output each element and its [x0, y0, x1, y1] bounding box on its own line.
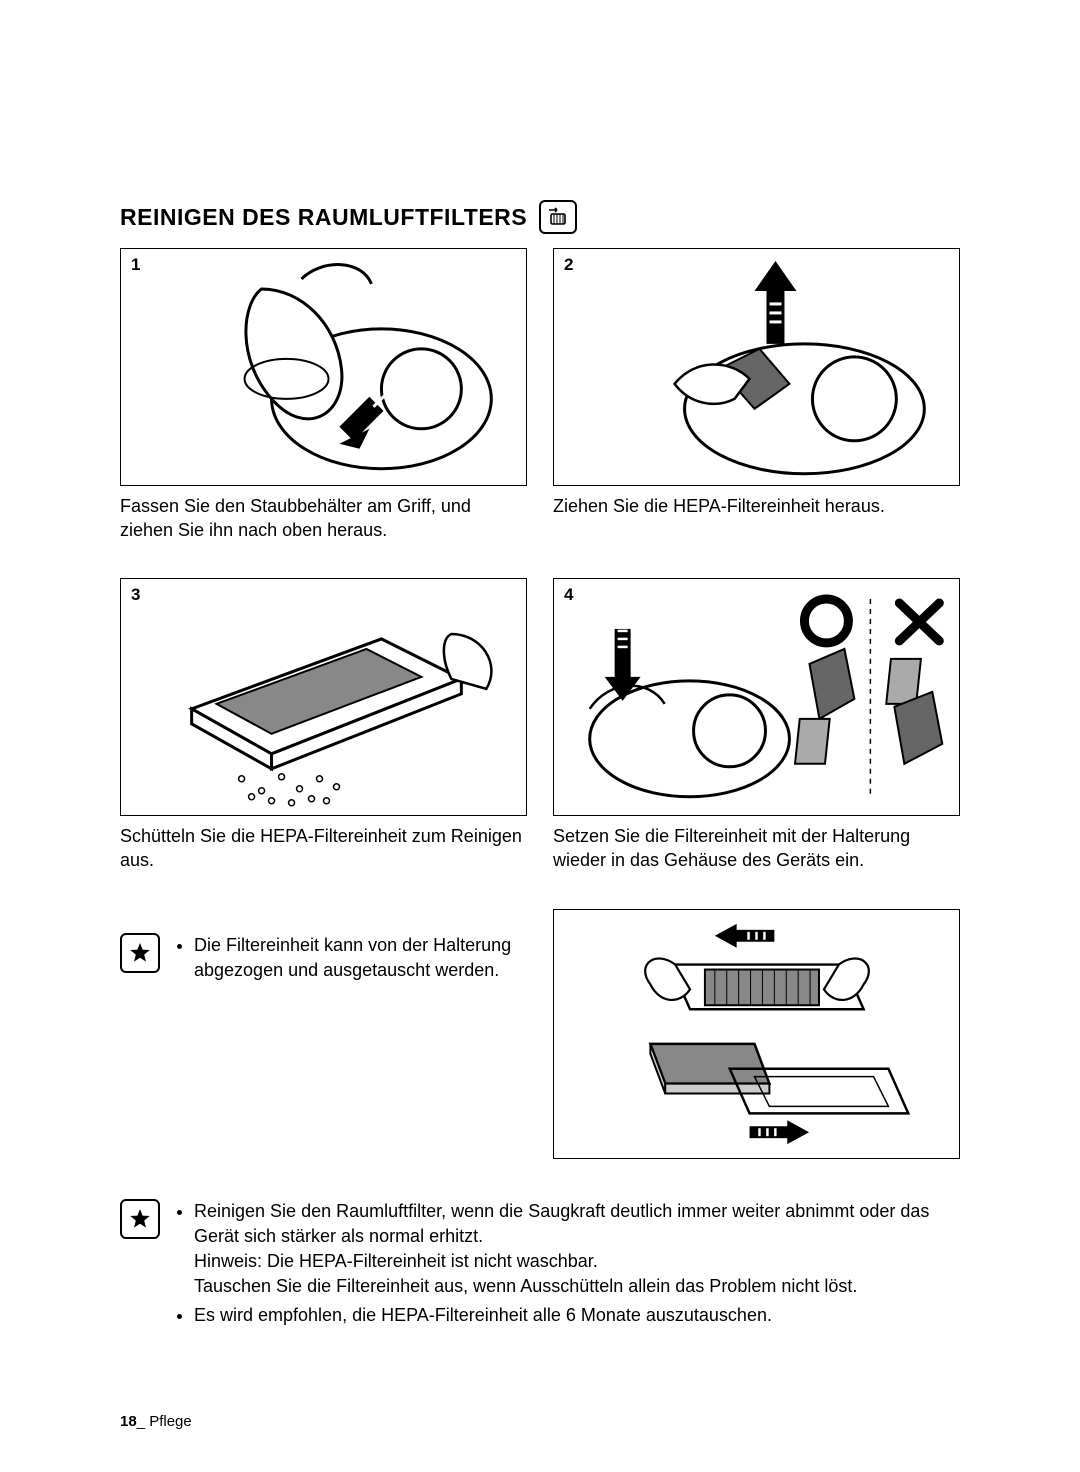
step-cell: 3: [120, 578, 527, 872]
step-panel: 4: [553, 578, 960, 816]
step-cell: 4: [553, 578, 960, 872]
manual-page: REINIGEN DES RAUMLUFTFILTERS 1: [0, 0, 1080, 1472]
tip-row: Die Filtereinheit kann von der Halterung…: [120, 933, 527, 987]
tip-cell: Die Filtereinheit kann von der Halterung…: [120, 909, 527, 1159]
tip-text: Die Filtereinheit kann von der Halterung…: [174, 933, 527, 987]
star-icon: [120, 1199, 160, 1239]
step-caption: Ziehen Sie die HEPA-Filtereinheit heraus…: [553, 494, 960, 518]
illustration: [554, 910, 959, 1158]
footer-section: _ Pflege: [137, 1413, 192, 1430]
step-panel: 1: [120, 248, 527, 486]
star-icon: [120, 933, 160, 973]
filter-icon: [539, 200, 577, 234]
illustration: [121, 579, 526, 815]
step-panel: 3: [120, 578, 527, 816]
tip-line: Reinigen Sie den Raumluftfilter, wenn di…: [194, 1201, 929, 1246]
step-caption: Setzen Sie die Filtereinheit mit der Hal…: [553, 824, 960, 873]
tip-bullet: Die Filtereinheit kann von der Halterung…: [194, 933, 527, 983]
step-cell: 1 Fassen Sie den: [120, 248, 527, 542]
title-row: REINIGEN DES RAUMLUFTFILTERS: [120, 200, 960, 234]
step-cell: 2 Ziehen Sie die: [553, 248, 960, 542]
extra-panel: [553, 909, 960, 1159]
step-panel: 2: [553, 248, 960, 486]
illustration: [554, 579, 959, 815]
bottom-tip-text: Reinigen Sie den Raumluftfilter, wenn di…: [174, 1199, 960, 1333]
tip-bullet: Reinigen Sie den Raumluftfilter, wenn di…: [194, 1199, 960, 1300]
step-caption: Fassen Sie den Staubbehälter am Griff, u…: [120, 494, 527, 543]
illustration: [554, 249, 959, 485]
page-title: REINIGEN DES RAUMLUFTFILTERS: [120, 204, 527, 231]
page-number: 18: [120, 1413, 137, 1430]
illustration: [121, 249, 526, 485]
bottom-tip: Reinigen Sie den Raumluftfilter, wenn di…: [120, 1199, 960, 1333]
page-footer: 18_ Pflege: [120, 1413, 192, 1430]
extra-illustration-cell: [553, 909, 960, 1159]
tip-line: Tauschen Sie die Filtereinheit aus, wenn…: [194, 1276, 857, 1296]
step-caption: Schütteln Sie die HEPA-Filtereinheit zum…: [120, 824, 527, 873]
tip-line: Hinweis: Die HEPA-Filtereinheit ist nich…: [194, 1251, 598, 1271]
steps-grid: 1 Fassen Sie den: [120, 248, 960, 1159]
tip-bullet: Es wird empfohlen, die HEPA-Filtereinhei…: [194, 1303, 960, 1328]
